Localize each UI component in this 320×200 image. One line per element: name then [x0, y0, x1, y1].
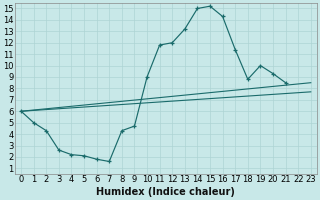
X-axis label: Humidex (Indice chaleur): Humidex (Indice chaleur) — [97, 187, 236, 197]
